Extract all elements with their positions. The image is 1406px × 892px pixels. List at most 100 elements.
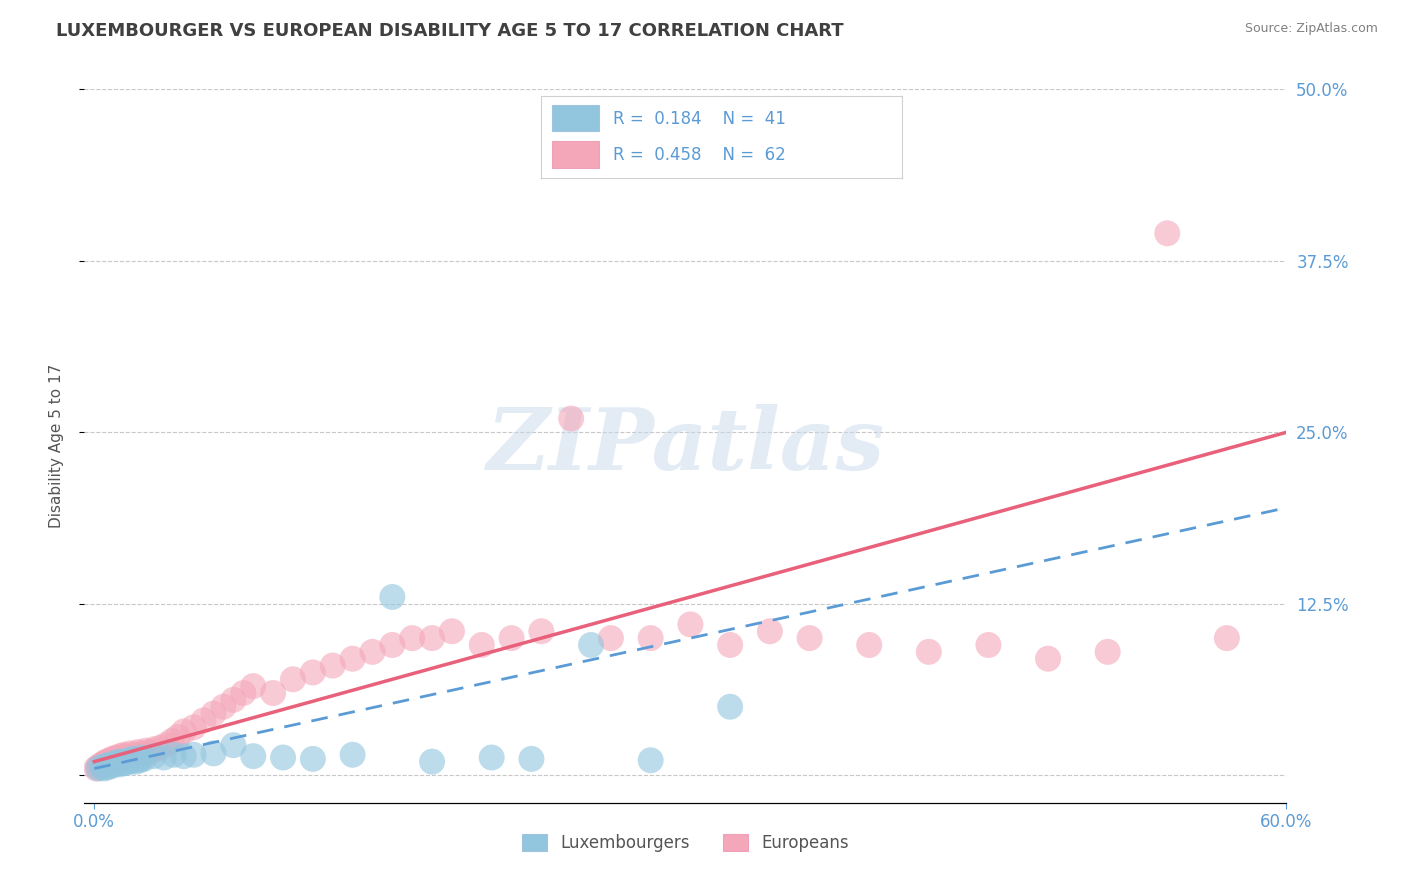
Point <box>183 720 205 734</box>
Point <box>977 638 1000 652</box>
Point <box>600 631 623 645</box>
Point <box>129 753 152 767</box>
Point <box>471 638 494 652</box>
Point <box>440 624 463 639</box>
Text: ZIPatlas: ZIPatlas <box>486 404 884 488</box>
Point <box>108 757 131 772</box>
Point <box>799 631 821 645</box>
Point <box>122 747 145 762</box>
Point <box>361 645 384 659</box>
Point <box>155 738 177 752</box>
Point <box>135 744 157 758</box>
Point <box>89 758 111 772</box>
Point <box>222 738 245 752</box>
Point <box>111 750 134 764</box>
Point <box>87 762 110 776</box>
Point <box>501 631 523 645</box>
Point <box>111 756 134 770</box>
Point <box>183 747 205 762</box>
Point <box>112 747 135 762</box>
Point <box>166 730 188 744</box>
Point <box>202 747 225 761</box>
Point <box>93 762 115 776</box>
Point <box>87 760 110 774</box>
Point <box>96 758 118 772</box>
Point <box>1156 227 1178 241</box>
Point <box>132 752 155 766</box>
Point <box>342 651 364 665</box>
Point <box>342 747 364 762</box>
Point <box>101 752 124 766</box>
Point <box>139 745 162 759</box>
Point <box>108 749 131 764</box>
Point <box>1036 651 1059 665</box>
Point <box>115 749 138 764</box>
Point <box>105 756 128 770</box>
Point <box>131 747 153 761</box>
Point <box>160 734 183 748</box>
Point <box>718 638 741 652</box>
Point <box>381 590 404 604</box>
Point <box>212 699 235 714</box>
Point <box>242 749 264 764</box>
Point <box>173 749 195 764</box>
Point <box>84 762 107 776</box>
Point <box>127 752 149 766</box>
Point <box>107 755 129 769</box>
Point <box>858 638 880 652</box>
Point <box>759 624 782 639</box>
Point <box>579 638 602 652</box>
Point <box>125 755 148 769</box>
Point <box>281 673 304 687</box>
Point <box>173 724 195 739</box>
Point <box>105 750 128 764</box>
Point <box>242 679 264 693</box>
Point <box>91 757 114 772</box>
Point <box>481 750 503 764</box>
Point <box>101 758 124 772</box>
Point <box>232 686 254 700</box>
Point <box>97 760 120 774</box>
Point <box>91 760 114 774</box>
Point <box>420 755 443 769</box>
Point <box>142 749 165 764</box>
Point <box>98 757 121 772</box>
Point <box>115 756 138 770</box>
Point <box>121 752 143 766</box>
Point <box>107 752 129 766</box>
Point <box>222 693 245 707</box>
Point <box>93 756 115 770</box>
Point <box>112 755 135 769</box>
Point <box>1216 631 1239 645</box>
Point <box>1097 645 1119 659</box>
Point <box>640 753 662 767</box>
Point <box>103 757 125 772</box>
Point <box>122 753 145 767</box>
Point <box>640 631 662 645</box>
Text: Source: ZipAtlas.com: Source: ZipAtlas.com <box>1244 22 1378 36</box>
Point <box>97 755 120 769</box>
Point <box>530 624 553 639</box>
Y-axis label: Disability Age 5 to 17: Disability Age 5 to 17 <box>49 364 63 528</box>
Point <box>401 631 423 645</box>
Point <box>120 755 142 769</box>
Point <box>918 645 941 659</box>
Point <box>560 411 582 425</box>
Legend: Luxembourgers, Europeans: Luxembourgers, Europeans <box>515 827 856 859</box>
Point <box>420 631 443 645</box>
Point <box>131 750 153 764</box>
Point <box>163 747 186 762</box>
Point <box>302 665 325 680</box>
Point <box>381 638 404 652</box>
Point <box>117 753 139 767</box>
Point <box>142 742 165 756</box>
Point <box>202 706 225 721</box>
Point <box>149 740 172 755</box>
Point <box>679 617 702 632</box>
Point <box>322 658 344 673</box>
Point <box>98 753 121 767</box>
Point <box>262 686 284 700</box>
Point <box>271 750 294 764</box>
Point <box>96 755 118 769</box>
Point <box>193 714 215 728</box>
